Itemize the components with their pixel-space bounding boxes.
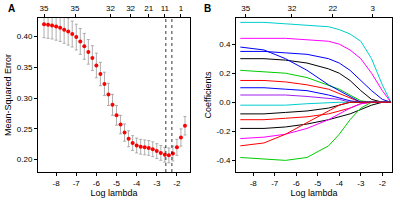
svg-text:0.25: 0.25 xyxy=(17,125,33,134)
svg-text:0.30: 0.30 xyxy=(17,94,33,103)
svg-text:1: 1 xyxy=(179,4,184,13)
svg-text:0.35: 0.35 xyxy=(17,63,33,72)
svg-text:-6: -6 xyxy=(93,179,101,188)
svg-text:Log lambda: Log lambda xyxy=(290,188,337,198)
svg-text:-3: -3 xyxy=(153,179,161,188)
svg-text:21: 21 xyxy=(144,4,153,13)
svg-text:22: 22 xyxy=(328,4,337,13)
svg-text:-8: -8 xyxy=(250,179,258,188)
svg-text:35: 35 xyxy=(71,4,80,13)
svg-text:-6: -6 xyxy=(293,179,301,188)
svg-text:-5: -5 xyxy=(314,179,322,188)
svg-text:Mean-Squared Error: Mean-Squared Error xyxy=(3,54,13,136)
svg-text:0.20: 0.20 xyxy=(17,155,33,164)
svg-text:11: 11 xyxy=(161,4,170,13)
svg-text:35: 35 xyxy=(241,4,250,13)
svg-text:-7: -7 xyxy=(73,179,81,188)
svg-text:0.4: 0.4 xyxy=(219,40,231,49)
svg-text:0.0: 0.0 xyxy=(219,98,231,107)
svg-text:32: 32 xyxy=(106,4,115,13)
svg-text:-4: -4 xyxy=(133,179,141,188)
svg-text:-4: -4 xyxy=(336,179,344,188)
svg-text:3: 3 xyxy=(370,4,375,13)
svg-text:-2: -2 xyxy=(173,179,181,188)
svg-text:-2: -2 xyxy=(379,179,387,188)
svg-text:A: A xyxy=(8,3,15,14)
svg-text:-0.2: -0.2 xyxy=(217,127,231,136)
svg-text:32: 32 xyxy=(126,4,135,13)
svg-text:-5: -5 xyxy=(113,179,121,188)
svg-text:-0.4: -0.4 xyxy=(217,156,231,165)
svg-text:Log lambda: Log lambda xyxy=(90,188,137,198)
svg-text:35: 35 xyxy=(40,4,49,13)
svg-text:-7: -7 xyxy=(271,179,279,188)
svg-text:-8: -8 xyxy=(53,179,61,188)
svg-text:0.2: 0.2 xyxy=(219,69,231,78)
svg-text:32: 32 xyxy=(287,4,296,13)
svg-text:0.40: 0.40 xyxy=(17,32,33,41)
svg-text:B: B xyxy=(204,3,211,14)
svg-text:Coefficients: Coefficients xyxy=(203,71,213,118)
svg-text:-3: -3 xyxy=(357,179,365,188)
